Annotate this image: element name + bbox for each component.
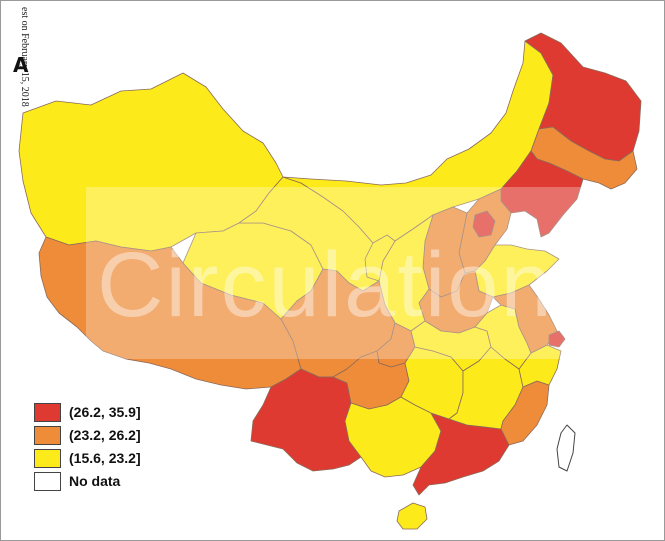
legend-label: (15.6, 23.2] [69, 450, 141, 466]
region-taiwan [556, 424, 576, 472]
north-arrow-icon: A [13, 53, 29, 77]
legend-label: No data [69, 473, 121, 489]
region-beijing [472, 210, 496, 238]
legend-swatch [34, 426, 61, 445]
region-shanghai [548, 330, 566, 348]
legend-label: (23.2, 26.2] [69, 427, 141, 443]
legend-swatch [34, 403, 61, 422]
legend-swatch [34, 449, 61, 468]
region-yunnan [250, 368, 362, 472]
region-hainan [396, 502, 428, 530]
legend-swatch [34, 472, 61, 491]
side-note: est on February 15, 2018 [19, 7, 30, 107]
legend-label: (26.2, 35.9] [69, 404, 141, 420]
region-jiangsu [492, 284, 558, 354]
region-ningxia [364, 234, 396, 282]
